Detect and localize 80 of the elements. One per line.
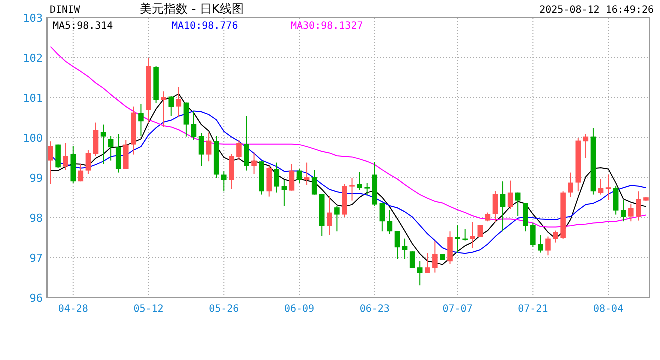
candlestick xyxy=(86,150,92,174)
candlestick xyxy=(364,182,370,196)
candlestick xyxy=(387,210,393,234)
candlestick xyxy=(168,96,174,116)
x-tick-label: 05-12 xyxy=(134,304,164,315)
candlestick xyxy=(470,222,476,249)
candlestick xyxy=(327,196,332,236)
text: DINIW xyxy=(50,5,82,16)
candlestick xyxy=(628,204,634,222)
candlestick xyxy=(221,171,227,192)
y-tick-label: 101 xyxy=(23,92,43,105)
candlestick xyxy=(553,230,558,244)
candlestick xyxy=(417,260,423,286)
candlestick xyxy=(206,132,212,162)
chart-title: 美元指数 - 日K线图 xyxy=(140,2,244,16)
y-tick-label: 100 xyxy=(23,132,43,145)
candlestick xyxy=(100,124,106,164)
candlestick xyxy=(334,206,340,232)
candlestick xyxy=(93,122,99,156)
candlestick xyxy=(138,104,144,136)
candlestick xyxy=(455,224,460,254)
y-tick-label: 98 xyxy=(30,212,43,225)
x-tick-label: 07-21 xyxy=(518,304,548,315)
candlestick xyxy=(266,166,272,198)
candlestick xyxy=(402,238,408,260)
y-tick-label: 99 xyxy=(30,172,43,185)
candlestick xyxy=(357,172,362,190)
candlestick xyxy=(63,142,68,170)
candlestick xyxy=(176,86,182,118)
candlestick xyxy=(613,186,619,216)
candlestick xyxy=(229,154,234,190)
candlestick xyxy=(48,141,54,184)
candlestick xyxy=(636,191,642,222)
candlestick xyxy=(522,202,528,232)
candlestick xyxy=(394,230,400,260)
candlestick xyxy=(244,116,250,172)
x-tick-label: 08-04 xyxy=(593,304,624,315)
candlestick xyxy=(56,144,61,169)
candlestick xyxy=(380,202,386,232)
text: MA10:98.776 xyxy=(172,21,238,32)
candlestick xyxy=(432,241,438,274)
text: MA5:98.314 xyxy=(53,21,114,32)
candlestick xyxy=(198,132,204,166)
candlestick xyxy=(191,111,197,140)
candlestick xyxy=(289,164,295,192)
candlestick xyxy=(350,178,355,202)
y-tick-label: 97 xyxy=(30,252,43,265)
y-tick-label: 96 xyxy=(30,292,43,305)
candlestick xyxy=(252,152,257,174)
candlestick xyxy=(312,170,318,196)
candlestick xyxy=(304,162,310,186)
candlestick xyxy=(620,200,626,222)
candlestick xyxy=(515,192,521,216)
candlestick xyxy=(568,172,574,198)
candlestick xyxy=(508,180,514,210)
candlestick xyxy=(184,102,190,138)
candlestick xyxy=(236,140,242,160)
candlestick xyxy=(410,251,416,269)
candlestick xyxy=(161,91,166,128)
candlestick xyxy=(78,164,84,182)
text: 2025-08-12 16:49:26 xyxy=(540,5,654,16)
candlestick xyxy=(274,162,280,194)
x-tick-label: 06-09 xyxy=(284,304,315,315)
candlestick xyxy=(116,134,122,174)
y-tick-label: 103 xyxy=(23,12,43,25)
candlestick xyxy=(296,168,302,184)
y-tick-label: 102 xyxy=(23,52,43,65)
text: MA30:98.1327 xyxy=(291,21,364,32)
candlestick xyxy=(108,136,114,162)
x-tick-label: 07-07 xyxy=(442,304,473,315)
candlestick xyxy=(530,222,536,248)
candlestick xyxy=(425,252,430,274)
candlestick xyxy=(538,234,544,254)
candlestick xyxy=(500,181,506,232)
x-tick-label: 05-26 xyxy=(209,304,240,315)
candlestick xyxy=(546,236,551,256)
x-tick-label: 04-28 xyxy=(58,304,88,315)
candlestick xyxy=(492,190,498,223)
x-tick-label: 06-23 xyxy=(360,304,390,315)
candlestick xyxy=(282,180,288,206)
